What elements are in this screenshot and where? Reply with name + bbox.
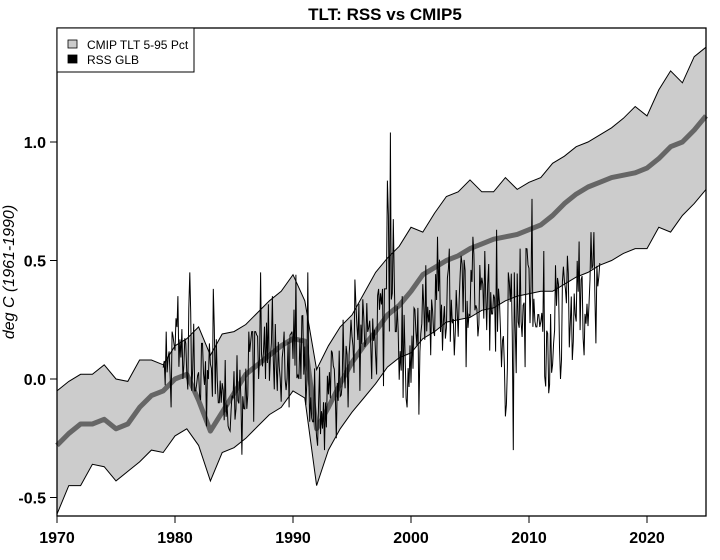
- y-tick-label: 1.0: [24, 135, 46, 152]
- legend-label-cmip: CMIP TLT 5-95 Pct: [87, 38, 189, 52]
- x-tick-label: 2020: [629, 530, 665, 547]
- legend-swatch-rss: [67, 54, 78, 64]
- y-tick-label: 0.5: [24, 254, 46, 271]
- x-tick-label: 2010: [511, 530, 547, 547]
- y-axis: -0.5 0.0 0.5 1.0: [18, 135, 57, 508]
- rss-series-layer: [162, 132, 601, 455]
- x-axis: 1970 1980 1990 2000 2010 2020: [39, 516, 665, 547]
- x-tick-label: 1970: [39, 530, 75, 547]
- cmip-band-area: [57, 47, 706, 515]
- cmip-median-layer: [55, 114, 708, 448]
- chart-title: TLT: RSS vs CMIP5: [308, 5, 462, 24]
- legend: CMIP TLT 5-95 Pct RSS GLB: [56, 27, 195, 73]
- cmip-band-layer: [56, 46, 707, 515]
- x-tick-label: 1980: [157, 530, 193, 547]
- x-tick-label: 2000: [393, 530, 429, 547]
- y-axis-label: deg C (1961-1990): [1, 205, 18, 339]
- x-tick-label: 1990: [275, 530, 311, 547]
- legend-label-rss: RSS GLB: [87, 53, 139, 67]
- y-tick-label: -0.5: [18, 491, 46, 508]
- legend-swatch-cmip: [67, 39, 78, 49]
- cmip-median-line: [55, 114, 708, 448]
- rss-glb-line: [162, 132, 601, 455]
- y-tick-label: 0.0: [24, 372, 46, 389]
- legend-box: [56, 27, 195, 73]
- plot-frame: [56, 27, 707, 517]
- cmip-band-lower-line: [56, 189, 707, 515]
